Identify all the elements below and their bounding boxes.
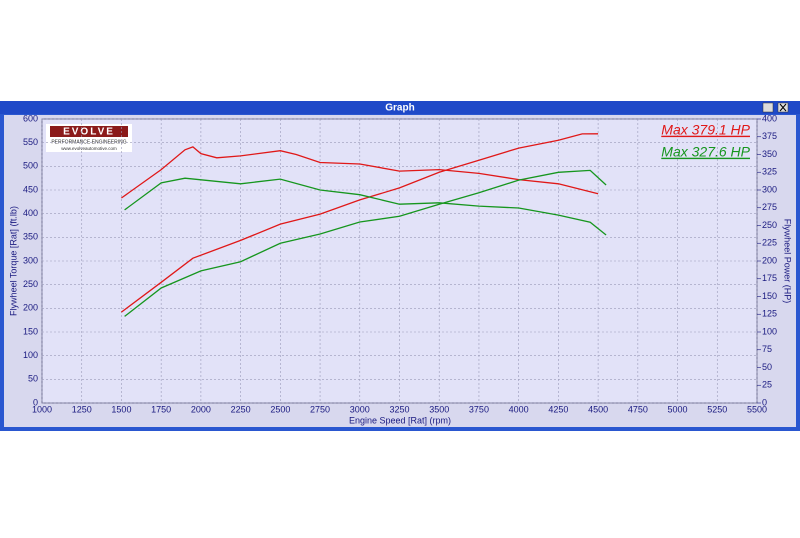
series-line <box>121 133 599 313</box>
logo-tagline: PERFORMANCE ENGINEERING <box>51 139 126 145</box>
x-tick-label: 5500 <box>747 404 767 414</box>
x-tick-label: 2000 <box>191 404 211 414</box>
y-tick-label: 400 <box>23 208 38 218</box>
x-tick-label: 1750 <box>151 404 171 414</box>
y-tick-label: 0 <box>33 397 38 407</box>
window-title: Graph <box>385 103 414 114</box>
y-tick-label: 450 <box>23 184 38 194</box>
y2-tick-label: 225 <box>762 238 777 248</box>
y2-tick-label: 250 <box>762 220 777 230</box>
series-line <box>124 177 607 236</box>
title-bar <box>0 101 800 114</box>
y2-tick-label: 200 <box>762 255 777 265</box>
y2-tick-label: 0 <box>762 397 767 407</box>
y-tick-label: 550 <box>23 137 38 147</box>
x-tick-label: 5000 <box>668 404 688 414</box>
x-tick-label: 2500 <box>270 404 290 414</box>
x-tick-label: 5250 <box>707 404 727 414</box>
y2-tick-label: 25 <box>762 380 772 390</box>
y2-tick-label: 100 <box>762 326 777 336</box>
logo-brand: EVOLVE <box>63 127 115 138</box>
annotation: Max 327.6 HP <box>661 144 750 160</box>
y-tick-label: 600 <box>23 113 38 123</box>
y2-tick-label: 325 <box>762 167 777 177</box>
y2-tick-label: 175 <box>762 273 777 283</box>
y2-tick-label: 375 <box>762 131 777 141</box>
x-tick-label: 4250 <box>548 404 568 414</box>
x-tick-label: 1000 <box>32 404 52 414</box>
y2-tick-label: 75 <box>762 344 772 354</box>
x-tick-label: 1250 <box>72 404 92 414</box>
y-tick-label: 300 <box>23 255 38 265</box>
y-tick-label: 150 <box>23 326 38 336</box>
x-tick-label: 2750 <box>310 404 330 414</box>
y2-tick-label: 125 <box>762 309 777 319</box>
y2-tick-label: 350 <box>762 149 777 159</box>
y-tick-label: 250 <box>23 279 38 289</box>
y-tick-label: 50 <box>28 374 38 384</box>
x-tick-label: 3750 <box>469 404 489 414</box>
x-axis-label: Engine Speed [Rat] (rpm) <box>349 415 451 425</box>
y-axis-label: Flywheel Torque [Rat] (ft.lb) <box>8 206 18 316</box>
y-tick-label: 350 <box>23 232 38 242</box>
y-tick-label: 200 <box>23 303 38 313</box>
logo-url: www.evolveautomotive.com <box>61 146 117 151</box>
y-tick-label: 100 <box>23 350 38 360</box>
logo: EVOLVE PERFORMANCE ENGINEERING www.evolv… <box>46 124 132 152</box>
y2-tick-label: 50 <box>762 362 772 372</box>
y2-tick-label: 275 <box>762 202 777 212</box>
x-tick-label: 3000 <box>350 404 370 414</box>
y2-tick-label: 300 <box>762 184 777 194</box>
y-tick-label: 500 <box>23 161 38 171</box>
x-tick-label: 3250 <box>389 404 409 414</box>
x-tick-label: 3500 <box>429 404 449 414</box>
y2-tick-label: 400 <box>762 113 777 123</box>
restore-button[interactable] <box>762 102 774 113</box>
series-line <box>121 146 599 199</box>
x-tick-label: 4500 <box>588 404 608 414</box>
close-icon <box>779 103 787 112</box>
y2-axis-label: Flywheel Power (HP) <box>783 219 793 304</box>
annotation: Max 379.1 HP <box>661 122 750 138</box>
logo-band <box>50 126 128 137</box>
series-line <box>124 169 607 317</box>
y2-tick-label: 150 <box>762 291 777 301</box>
x-tick-label: 2250 <box>231 404 251 414</box>
x-tick-label: 4750 <box>628 404 648 414</box>
x-tick-label: 4000 <box>509 404 529 414</box>
x-tick-label: 1500 <box>111 404 131 414</box>
